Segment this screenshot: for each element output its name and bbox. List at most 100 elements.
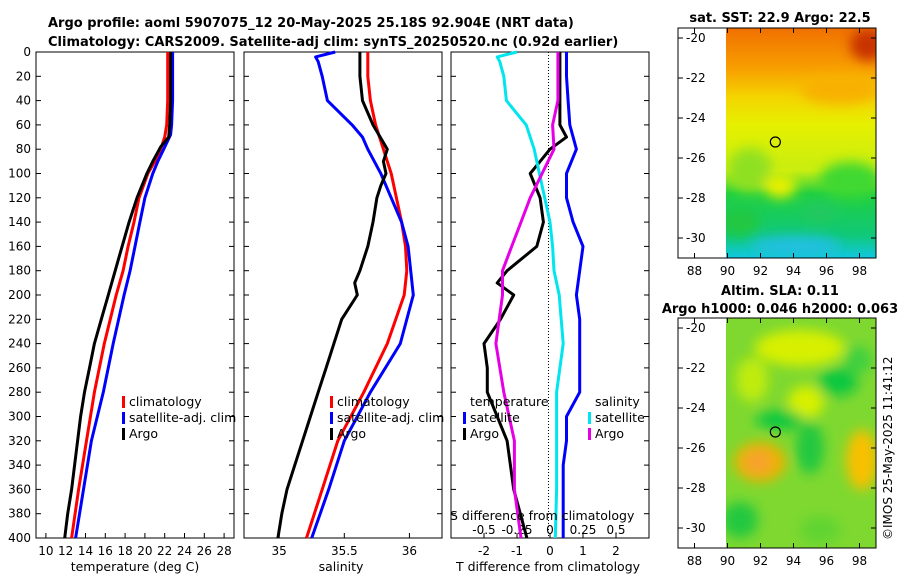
depth-tick-label: 200 bbox=[8, 288, 31, 302]
depth-tick-label: 260 bbox=[8, 361, 31, 375]
legend-s-satellite: satellite bbox=[595, 410, 645, 425]
salinity-depth-ticks bbox=[244, 51, 442, 539]
salinity-legend: climatology satellite-adj. clim Argo bbox=[330, 394, 444, 441]
legend-s-argo: Argo bbox=[595, 426, 624, 441]
series-line-s-argo bbox=[494, 52, 560, 539]
salinity-diff-tick-label: 0.25 bbox=[570, 523, 597, 537]
sla-high-patch bbox=[846, 430, 876, 490]
sla-patterns bbox=[726, 330, 876, 544]
x-tick-label: 10 bbox=[38, 544, 53, 558]
x-tick-label: 0 bbox=[546, 544, 554, 558]
salinity-difference-ticks: -0.5 -0.25 0 0.25 0.5 bbox=[472, 523, 625, 537]
salinity-diff-tick-label: 0.5 bbox=[606, 523, 625, 537]
sst-green-patch bbox=[728, 148, 772, 192]
map-y-tick-label: -20 bbox=[686, 31, 706, 45]
depth-tick-label: 380 bbox=[8, 507, 31, 521]
map-x-tick-label: 98 bbox=[852, 554, 867, 568]
legend-swatch-argo bbox=[122, 428, 125, 440]
sla-profile-location-marker bbox=[769, 426, 781, 438]
sla-high-patch bbox=[788, 386, 824, 418]
sla-low-patch bbox=[726, 502, 758, 538]
x-tick-label: -2 bbox=[478, 544, 490, 558]
legend-title-temperature: temperature bbox=[470, 394, 549, 409]
x-tick-label: 18 bbox=[117, 544, 132, 558]
difference-lines bbox=[482, 50, 585, 539]
map-x-tick-label: 96 bbox=[819, 554, 834, 568]
series-line-satellite-adj-clim bbox=[74, 52, 175, 539]
map-x-tick-label: 94 bbox=[786, 264, 801, 278]
map-x-tick-label: 94 bbox=[786, 554, 801, 568]
sla-map-title: Altim. SLA: 0.11 bbox=[721, 284, 839, 299]
legend-swatch-argo bbox=[330, 428, 333, 440]
salinity-panel: 35 35.5 36 salinity climatology satellite-… bbox=[243, 50, 444, 574]
map-x-tick-label: 92 bbox=[753, 554, 768, 568]
temperature-xlabel: temperature (deg C) bbox=[71, 559, 200, 574]
depth-tick-label: 220 bbox=[8, 312, 31, 326]
sla-low-patch bbox=[844, 346, 872, 374]
legend-climatology: climatology bbox=[129, 394, 202, 409]
sst-axis-ticks: 88 90 92 94 96 98 -20 -22 -24 -26 -28 -30 bbox=[678, 28, 876, 278]
map-y-tick-label: -24 bbox=[686, 111, 706, 125]
depth-tick-label: 360 bbox=[8, 482, 31, 496]
temperature-depth-ticks: 0 20 40 60 80 100 120 140 160 180 200 220 240 260 280 3… bbox=[8, 45, 234, 545]
sst-yellow-patch bbox=[764, 174, 796, 198]
x-tick-label: -1 bbox=[511, 544, 523, 558]
sst-map-panel: sat. SST: 22.9 Argo: 22.5 88 90 92 94 96 98 -2… bbox=[677, 11, 877, 278]
sst-cool-patch bbox=[751, 236, 841, 256]
sla-low-patch bbox=[818, 368, 858, 396]
legend-swatch-satellite bbox=[122, 412, 125, 424]
legend-swatch-satellite bbox=[330, 412, 333, 424]
temperature-lines bbox=[63, 52, 175, 539]
map-x-tick-label: 88 bbox=[687, 264, 702, 278]
legend-satellite: satellite-adj. clim bbox=[129, 410, 236, 425]
map-x-tick-label: 92 bbox=[753, 264, 768, 278]
salinity-diff-tick-label: 0 bbox=[546, 523, 554, 537]
sst-green-patch bbox=[726, 208, 760, 236]
imos-timestamp-watermark: ©IMOS 25-May-2025 11:41:12 bbox=[881, 356, 895, 540]
legend-swatch-t-satellite bbox=[463, 412, 466, 424]
temperature-x-ticks: 10 12 14 16 18 20 22 24 26 28 bbox=[38, 533, 232, 558]
series-line-argo bbox=[63, 52, 173, 539]
sst-profile-location-marker bbox=[769, 136, 781, 148]
depth-tick-label: 320 bbox=[8, 434, 31, 448]
x-tick-label: 14 bbox=[78, 544, 93, 558]
map-y-tick-label: -28 bbox=[686, 191, 706, 205]
map-y-tick-label: -20 bbox=[686, 321, 706, 335]
map-y-tick-label: -22 bbox=[686, 361, 706, 375]
series-line-t-satellite bbox=[561, 52, 585, 538]
sst-axes-frame bbox=[677, 27, 877, 259]
x-tick-label: 36 bbox=[402, 544, 417, 558]
map-y-tick-label: -22 bbox=[686, 71, 706, 85]
x-tick-label: 2 bbox=[612, 544, 620, 558]
figure-title-line1: Argo profile: aoml 5907075_12 20-May-202… bbox=[48, 16, 574, 31]
map-x-tick-label: 96 bbox=[819, 264, 834, 278]
sst-warm-patch bbox=[800, 76, 876, 104]
legend-swatch-climatology bbox=[122, 396, 125, 408]
x-tick-label: 24 bbox=[177, 544, 192, 558]
salinity-lines bbox=[276, 50, 415, 539]
x-tick-label: 26 bbox=[197, 544, 212, 558]
depth-tick-label: 400 bbox=[8, 531, 31, 545]
sla-field bbox=[726, 318, 876, 548]
sst-patterns bbox=[726, 29, 876, 256]
map-y-tick-label: -24 bbox=[686, 401, 706, 415]
depth-tick-label: 80 bbox=[16, 142, 31, 156]
sla-low-patch bbox=[756, 410, 804, 430]
sla-high-patch bbox=[746, 452, 770, 472]
depth-tick-label: 120 bbox=[8, 191, 31, 205]
salinity-diff-tick-label: -0.25 bbox=[501, 523, 532, 537]
x-tick-label: 28 bbox=[216, 544, 231, 558]
sst-warm-patch bbox=[850, 29, 876, 61]
sla-low-patch bbox=[800, 516, 840, 544]
x-tick-label: 16 bbox=[98, 544, 113, 558]
sla-high-patch bbox=[755, 330, 845, 366]
difference-panel: -2 -1 0 1 2 -0.5 -0.25 0 0.25 0.5 S difference f… bbox=[450, 50, 650, 574]
depth-tick-label: 100 bbox=[8, 167, 31, 181]
legend-swatch-s-satellite bbox=[588, 412, 591, 424]
series-line-satellite-adj-clim bbox=[310, 50, 415, 539]
x-tick-label: 12 bbox=[58, 544, 73, 558]
temperature-axes-frame bbox=[35, 51, 235, 539]
depth-tick-label: 280 bbox=[8, 385, 31, 399]
salinity-axes-frame bbox=[243, 51, 443, 539]
figure-title-line2: Climatology: CARS2009. Satellite-adj cli… bbox=[48, 35, 618, 50]
